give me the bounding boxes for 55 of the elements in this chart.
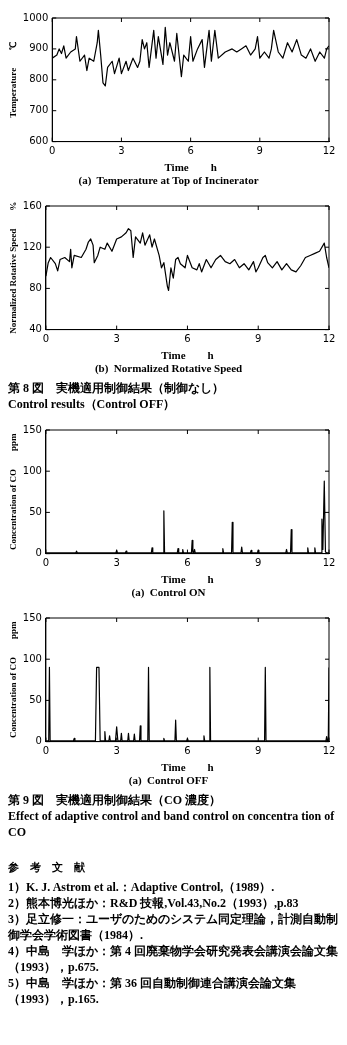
y-tick-label: 0 xyxy=(35,735,42,747)
x-tick-label: 9 xyxy=(255,557,262,569)
y-axis-title: Temperature ℃ xyxy=(7,41,18,118)
y-axis-title: Concentration of CO ppm xyxy=(7,621,18,739)
y-tick-label: 900 xyxy=(29,42,49,54)
y-tick-label: 160 xyxy=(22,199,42,211)
y-tick-label: 700 xyxy=(29,104,49,116)
text: 2）熊本博光ほか：R&D 技報,Vol.43,No.2（1993）,p.83 xyxy=(8,895,300,911)
text: 5）中島 学ほか：第 36 回自動制御連合講演会論文集（1993），p.165. xyxy=(8,975,297,1007)
y-tick-label: 40 xyxy=(29,323,42,335)
text: 第 8 図 実機適用制御結果（制御なし） xyxy=(8,380,225,396)
y-axis-title: Concentration of CO ppm xyxy=(7,433,18,551)
x-axis-title: Time h xyxy=(164,161,217,174)
x-axis-title: Time h xyxy=(161,573,214,586)
text: (b) Normalized Rotative Speed xyxy=(94,362,243,376)
text: Control results（Control OFF） xyxy=(8,396,177,412)
x-tick-label: 6 xyxy=(184,333,191,345)
text: Effect of adaptive control and band control on concentra tion of CO xyxy=(8,808,336,840)
x-tick-label: 3 xyxy=(113,557,120,569)
x-tick-label: 12 xyxy=(322,145,336,157)
y-tick-label: 100 xyxy=(22,464,42,476)
y-tick-label: 120 xyxy=(22,240,42,252)
text: 1）K. J. Astrom et al.：Adaptive Control,（1989）. xyxy=(8,879,276,895)
text: 3）足立修一：ユーザのためのシステム同定理論，計測自動制御学会学術図書（1984）. xyxy=(8,911,339,943)
y-tick-label: 800 xyxy=(29,73,49,85)
x-axis-title: Time h xyxy=(161,349,214,362)
y-axis-title: Normalized Rotative Speed % xyxy=(7,201,18,334)
text: (a) Temperature at Top of Incinerator xyxy=(78,174,259,188)
y-tick-label: 80 xyxy=(29,281,42,293)
x-tick-label: 9 xyxy=(255,333,262,345)
y-tick-label: 50 xyxy=(29,693,42,705)
y-tick-label: 0 xyxy=(35,547,42,559)
x-tick-label: 9 xyxy=(255,745,262,757)
y-tick-label: 1000 xyxy=(22,11,49,23)
y-tick-label: 600 xyxy=(29,135,49,147)
x-tick-label: 3 xyxy=(118,145,125,157)
text: (a) Control ON xyxy=(131,586,206,600)
text: 参 考 文 献 xyxy=(8,860,86,875)
y-tick-label: 50 xyxy=(29,505,42,517)
text: 第 9 図 実機適用制御結果（CO 濃度） xyxy=(8,792,222,808)
x-tick-label: 6 xyxy=(184,745,191,757)
y-tick-label: 100 xyxy=(22,652,42,664)
x-tick-label: 6 xyxy=(184,557,191,569)
y-tick-label: 150 xyxy=(22,611,42,623)
text: 4）中島 学ほか：第 4 回廃棄物学会研究発表会講演会論文集（1993），p.675. xyxy=(8,943,339,975)
x-tick-label: 6 xyxy=(187,145,194,157)
x-tick-label: 3 xyxy=(113,745,120,757)
x-tick-label: 12 xyxy=(322,557,336,569)
y-tick-label: 150 xyxy=(22,423,42,435)
x-tick-label: 12 xyxy=(322,745,336,757)
x-tick-label: 3 xyxy=(113,333,120,345)
text: (a) Control OFF xyxy=(128,774,209,788)
x-tick-label: 9 xyxy=(256,145,263,157)
x-axis-title: Time h xyxy=(161,761,214,774)
x-tick-label: 12 xyxy=(322,333,336,345)
